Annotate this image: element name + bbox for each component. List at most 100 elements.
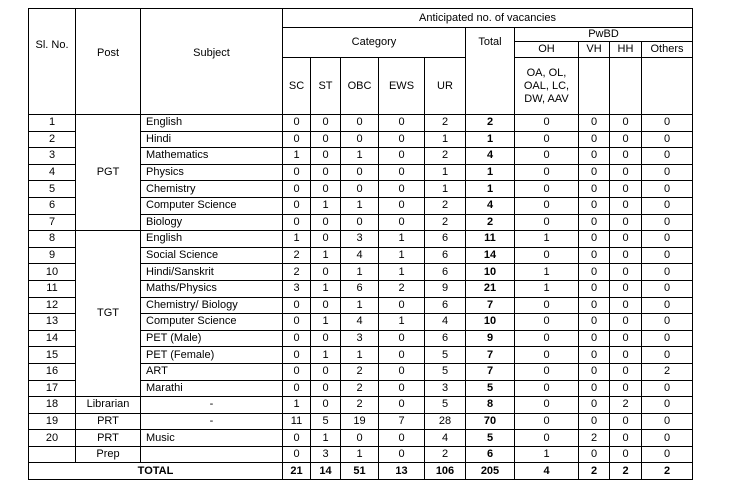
value: 4	[424, 429, 466, 447]
value: 0	[282, 329, 311, 348]
value: 7	[465, 346, 515, 364]
value: 1	[378, 246, 425, 265]
value: 0	[282, 379, 311, 398]
sl-no: 2	[28, 130, 76, 149]
header-cell: UR	[424, 57, 466, 115]
value: 0	[378, 429, 425, 447]
value: 0	[282, 362, 311, 381]
value: 1	[340, 296, 379, 315]
total-value: 2	[578, 462, 610, 481]
value: 6	[424, 246, 466, 265]
value: 2	[282, 246, 311, 265]
value: 0	[378, 329, 425, 348]
sl-no: 8	[28, 230, 76, 248]
value: 0	[641, 196, 693, 215]
table-row: 15 PET (Female) 0 1 1 0 5 7 0 0 0 0	[28, 346, 693, 364]
subject: Physics	[140, 163, 283, 182]
sl-no: 11	[28, 279, 76, 298]
value: 4	[465, 147, 515, 165]
subject: Chemistry	[140, 180, 283, 198]
sl-no: 13	[28, 313, 76, 331]
value: 0	[340, 163, 379, 182]
table-row: 14 PET (Male) 0 0 3 0 6 9 0 0 0 0	[28, 329, 693, 348]
table-row: 12 Chemistry/ Biology 0 0 1 0 6 7 0 0 0 0	[28, 296, 693, 315]
value: 0	[310, 329, 341, 348]
value: 0	[578, 379, 610, 398]
value: 1	[514, 230, 579, 248]
value: 0	[609, 445, 642, 464]
total-label: TOTAL	[28, 462, 283, 481]
value: 1	[340, 346, 379, 364]
value: 1	[378, 313, 425, 331]
value: 10	[465, 313, 515, 331]
total-value: 205	[465, 462, 515, 481]
table-row: Prep 0 3 1 0 2 6 1 0 0 0	[28, 445, 693, 464]
value: 0	[310, 114, 341, 132]
value: 0	[609, 263, 642, 281]
sl-no: 15	[28, 346, 76, 364]
value: 19	[340, 412, 379, 431]
value: 0	[578, 180, 610, 198]
value: 0	[609, 180, 642, 198]
subject: -	[140, 412, 283, 431]
total-value: 51	[340, 462, 379, 481]
value: 0	[578, 346, 610, 364]
value: 1	[465, 180, 515, 198]
value: 0	[609, 279, 642, 298]
value: 0	[578, 445, 610, 464]
value: 0	[310, 379, 341, 398]
table-row: 20 PRT Music 0 1 0 0 4 5 0 2 0 0	[28, 429, 693, 447]
value: 2	[424, 213, 466, 232]
value: 0	[340, 213, 379, 232]
value: 0	[641, 396, 693, 414]
header-cell: OH	[514, 41, 579, 58]
subject: -	[140, 396, 283, 414]
value: 0	[282, 114, 311, 132]
value: 0	[282, 346, 311, 364]
sl-no: 19	[28, 412, 76, 431]
value: 0	[578, 296, 610, 315]
value: 0	[310, 130, 341, 149]
table-row: 7 Biology 0 0 0 0 2 2 0 0 0 0	[28, 213, 693, 232]
value: 0	[641, 429, 693, 447]
table-row: 18 Librarian -1 0 2 0 5 8 0 0 2 0	[28, 396, 693, 414]
value: 0	[378, 362, 425, 381]
value: 0	[609, 163, 642, 182]
value: 0	[641, 379, 693, 398]
value: 0	[578, 130, 610, 149]
subject: Marathi	[140, 379, 283, 398]
value: 2	[424, 445, 466, 464]
value: 7	[378, 412, 425, 431]
value: 0	[609, 230, 642, 248]
value: 0	[578, 362, 610, 381]
sl-no: 4	[28, 163, 76, 182]
value: 0	[609, 362, 642, 381]
value: 0	[514, 213, 579, 232]
header-cell: EWS	[378, 57, 425, 115]
value: 1	[340, 147, 379, 165]
value: 1	[424, 163, 466, 182]
vacancy-table: Sl. No. Post Subject Anticipated no. of …	[28, 8, 693, 481]
value: 0	[282, 429, 311, 447]
value: 0	[578, 114, 610, 132]
value: 0	[514, 346, 579, 364]
value: 70	[465, 412, 515, 431]
value: 0	[514, 163, 579, 182]
table-header: Sl. No. Post Subject Anticipated no. of …	[28, 8, 693, 115]
value: 3	[310, 445, 341, 464]
value: 2	[282, 263, 311, 281]
value: 1	[378, 263, 425, 281]
sl-no	[28, 445, 76, 464]
value: 0	[609, 296, 642, 315]
value: 4	[340, 246, 379, 265]
value: 2	[465, 114, 515, 132]
value: 2	[424, 147, 466, 165]
value: 1	[465, 130, 515, 149]
value: 1	[310, 246, 341, 265]
post: PRT	[75, 429, 141, 447]
value: 1	[310, 346, 341, 364]
value: 1	[282, 147, 311, 165]
table-row: 13 Computer Science 0 1 4 1 4 10 0 0 0 0	[28, 313, 693, 331]
value: 11	[465, 230, 515, 248]
post: PRT	[75, 412, 141, 431]
